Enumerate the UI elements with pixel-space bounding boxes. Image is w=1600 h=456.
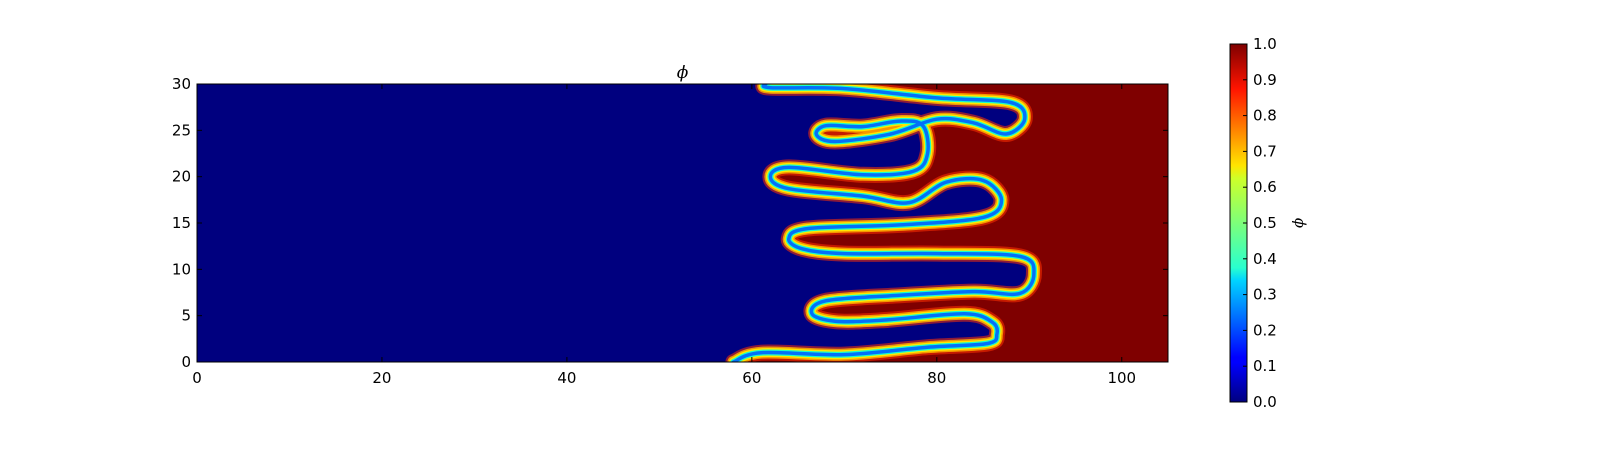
colorbar-label: ϕ <box>1291 218 1309 228</box>
x-tick-label: 100 <box>1107 369 1136 387</box>
colorbar-tick-label: 0.9 <box>1253 71 1277 89</box>
x-tick-label: 60 <box>742 369 761 387</box>
y-tick-label: 25 <box>172 121 191 139</box>
y-tick-label: 20 <box>172 168 191 186</box>
colorbar-tick-label: 0.8 <box>1253 107 1277 125</box>
x-tick-label: 20 <box>372 369 391 387</box>
colorbar-tick-label: 0.2 <box>1253 321 1277 339</box>
colorbar-tick-label: 0.4 <box>1253 250 1277 268</box>
heatmap-interface-bands <box>725 84 1043 362</box>
y-tick-label: 10 <box>172 260 191 278</box>
colorbar-tick-label: 0.1 <box>1253 357 1277 375</box>
chart-title: ϕ <box>677 63 689 83</box>
x-tick-label: 80 <box>927 369 946 387</box>
colorbar-tick-label: 1.0 <box>1253 35 1277 53</box>
colorbar-tick-label: 0.6 <box>1253 178 1277 196</box>
y-tick-label: 0 <box>181 353 191 371</box>
x-tick-label: 40 <box>557 369 576 387</box>
colorbar-tick-label: 0.3 <box>1253 286 1277 304</box>
y-tick-label: 30 <box>172 75 191 93</box>
x-tick-label: 0 <box>192 369 202 387</box>
y-tick-label: 15 <box>172 214 191 232</box>
heatmap-plot-area <box>196 83 1169 363</box>
y-axis: 0 5 10 15 20 25 30 <box>172 75 1168 371</box>
colorbar-ticks: 0.0 0.1 0.2 0.3 0.4 0.5 0.6 0.7 0.8 0.9 1.0 <box>1243 35 1277 411</box>
interface-band-5 <box>731 84 1036 362</box>
colorbar-tick-label: 0.5 <box>1253 214 1277 232</box>
colorbar-tick-label: 0.0 <box>1253 393 1277 411</box>
x-axis: 0 20 40 60 80 100 <box>192 84 1136 387</box>
colorbar: 0.0 0.1 0.2 0.3 0.4 0.5 0.6 0.7 0.8 0.9 1.0 ϕ <box>1229 35 1309 411</box>
y-tick-label: 5 <box>181 307 191 325</box>
colorbar-tick-label: 0.7 <box>1253 142 1277 160</box>
